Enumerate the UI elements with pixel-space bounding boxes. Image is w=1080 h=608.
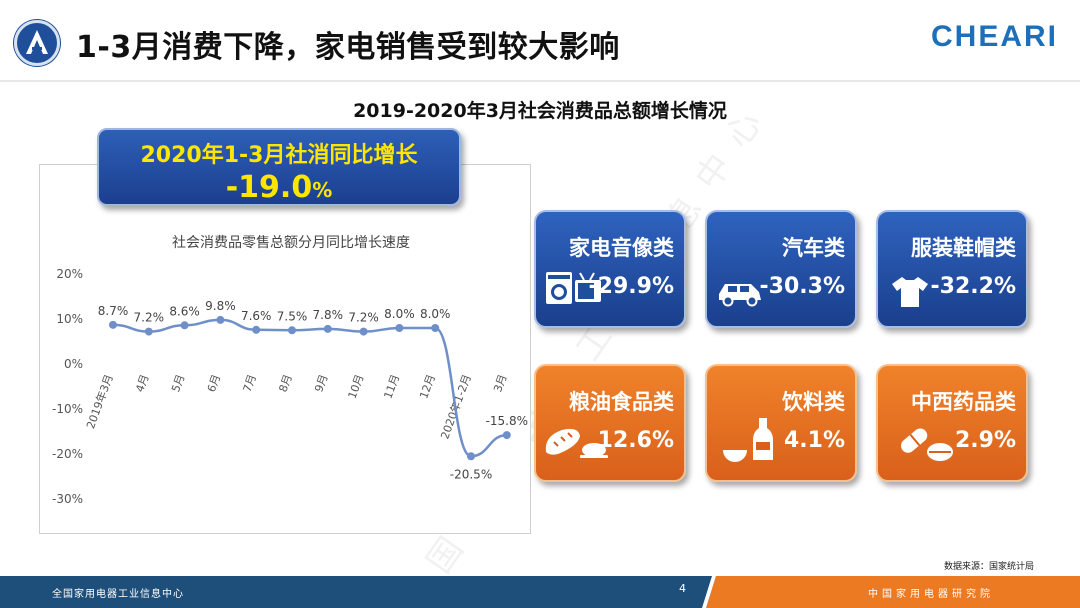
page-number: 4 (679, 582, 686, 595)
card-name: 饮料类 (782, 390, 845, 414)
card-name: 粮油食品类 (569, 390, 674, 414)
data-point (109, 320, 117, 329)
card-appliance: 家电音像类 -29.9% (534, 210, 686, 328)
card-clothing: 服装鞋帽类 -32.2% (876, 210, 1028, 328)
food-icon (545, 428, 608, 458)
y-tick-label: -30% (52, 492, 83, 506)
data-point (395, 324, 404, 332)
pill-icon (900, 428, 953, 461)
chart-title: 社会消费品零售总额分月同比增长速度 (172, 235, 410, 251)
x-tick-label: 7月 (241, 373, 259, 394)
footer-org-name: 全国家用电器工业信息中心 (52, 589, 184, 600)
data-label: 8.6% (169, 304, 200, 318)
x-tick-label: 2019年3月 (83, 372, 116, 430)
card-car: 汽车类 -30.3% (705, 210, 857, 328)
x-tick-label: 6月 (205, 373, 223, 394)
data-label: -15.8% (486, 414, 528, 428)
data-point (252, 325, 261, 334)
data-label: 7.8% (313, 308, 344, 322)
chart-section-title: 2019-2020年3月社会消费品总额增长情况 (353, 100, 727, 122)
card-name: 汽车类 (782, 236, 845, 260)
data-point (180, 321, 189, 330)
card-value: 2.9% (954, 428, 1016, 453)
data-point (467, 452, 475, 461)
x-tick-label: 11月 (381, 373, 402, 401)
chart-frame (39, 164, 531, 534)
logo-emblem-icon (26, 30, 48, 54)
data-label: 9.8% (205, 299, 236, 313)
footer-right-band (700, 576, 1080, 608)
brand-logo: CHEARI (930, 20, 1058, 53)
x-tick-label: 12月 (417, 373, 438, 401)
data-label: 7.2% (134, 311, 165, 325)
x-tick-label: 5月 (169, 373, 187, 394)
highlight-label: 2020年1-3月社消同比增长 (140, 143, 418, 168)
x-tick-label: 3月 (491, 373, 509, 394)
appliance-icon (546, 272, 601, 304)
card-value: -30.3% (759, 274, 845, 299)
highlight-unit: % (312, 178, 333, 202)
data-source: 数据来源：国家统计局 (943, 562, 1034, 572)
card-medicine: 中西药品类 2.9% (876, 364, 1028, 482)
data-point (359, 327, 368, 336)
data-label: 7.2% (348, 311, 379, 325)
x-tick-label: 4月 (133, 373, 151, 394)
data-point (502, 431, 511, 440)
y-tick-label: -20% (52, 447, 83, 461)
data-label: 7.5% (277, 309, 308, 323)
highlight-box: 2020年1-3月社消同比增长 -19.0% (97, 128, 461, 206)
card-drink: 饮料类 4.1% (705, 364, 857, 482)
footer-left-band (0, 576, 700, 608)
data-label: -20.5% (450, 467, 492, 481)
y-tick-label: 20% (56, 267, 83, 281)
x-tick-label: 10月 (346, 373, 367, 401)
data-label: 8.7% (98, 304, 129, 318)
highlight-value-line: -19.0% (99, 170, 459, 205)
tshirt-icon (892, 277, 928, 307)
line-chart: 社会消费品零售总额分月同比增长速度 20% 10% 0% -10% -20% -30% 2… (52, 235, 528, 506)
card-name: 服装鞋帽类 (911, 236, 1016, 260)
data-point (323, 324, 332, 333)
data-point (216, 315, 225, 324)
card-value: -32.2% (930, 274, 1016, 299)
card-value: -29.9% (588, 274, 674, 299)
data-point (431, 324, 440, 332)
y-tick-label: 0% (64, 357, 83, 371)
card-food: 粮油食品类 12.6% (534, 364, 686, 482)
highlight-value: -19.0 (225, 170, 313, 205)
card-name: 中西药品类 (911, 390, 1016, 414)
footer-institute-name: 中国家用电器研究院 (868, 589, 994, 600)
data-label: 7.6% (241, 309, 272, 323)
data-point (144, 327, 153, 336)
footer-divider (690, 576, 720, 608)
drink-icon (723, 418, 773, 462)
data-point (288, 326, 296, 335)
card-value: 12.6% (597, 428, 674, 453)
page-title: 1-3月消费下降，家电销售受到较大影响 (76, 30, 620, 65)
car-icon (719, 284, 761, 307)
x-tick-label: 8月 (276, 373, 294, 394)
data-label: 8.0% (384, 307, 415, 321)
data-label: 8.0% (420, 307, 451, 321)
x-tick-label: 9月 (312, 373, 330, 394)
logo (14, 20, 60, 66)
y-tick-label: 10% (56, 312, 83, 326)
card-name: 家电音像类 (569, 236, 674, 260)
y-tick-label: -10% (52, 402, 83, 416)
card-value: 4.1% (783, 428, 845, 453)
header-divider (0, 80, 1080, 82)
